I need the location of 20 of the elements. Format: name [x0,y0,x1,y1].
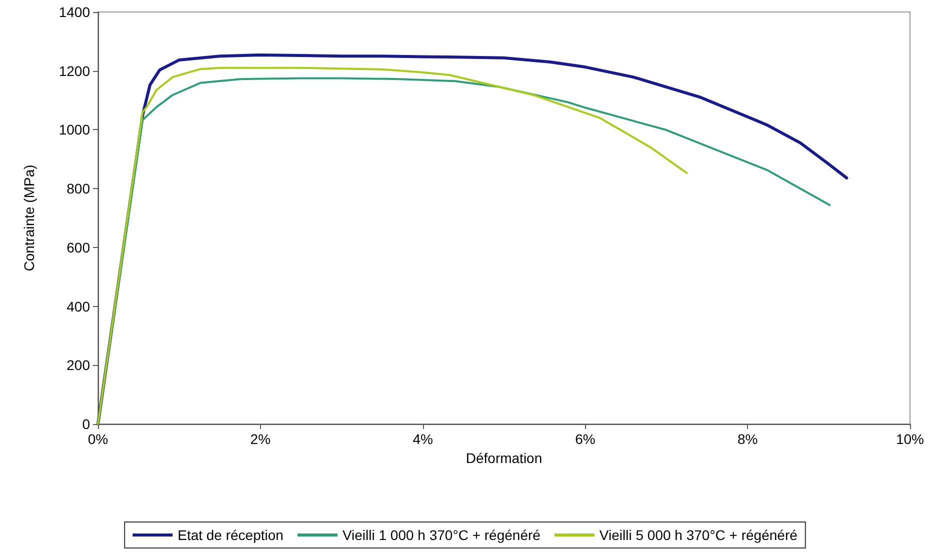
line-series [97,66,688,425]
y-tick-label: 1400 [58,4,90,20]
y-tick-label: 1200 [58,62,90,79]
y-tick-label: 0 [82,416,90,432]
legend-label: Etat de réception [178,527,284,543]
legend-label: Vieilli 1 000 h 370°C + régénéré [342,527,541,543]
x-tick-label: 0% [88,431,108,447]
x-tick-label: 4% [412,431,433,447]
y-tick-label: 200 [66,357,90,374]
y-tick-label: 1000 [58,122,90,138]
y-tick-label: 400 [66,298,90,314]
y-axis-title: Contrainte (MPa) [21,164,37,272]
y-tick-label: 600 [66,239,90,256]
x-tick-label: 2% [250,431,271,447]
x-axis-title: Déformation [466,450,542,466]
y-tick-label: 800 [66,180,90,197]
x-tick-label: 8% [737,431,758,447]
x-tick-label: 6% [575,431,596,447]
legend-label: Vieilli 5 000 h 370°C + régénéré [599,527,798,543]
x-tick-label: 10% [896,431,924,447]
